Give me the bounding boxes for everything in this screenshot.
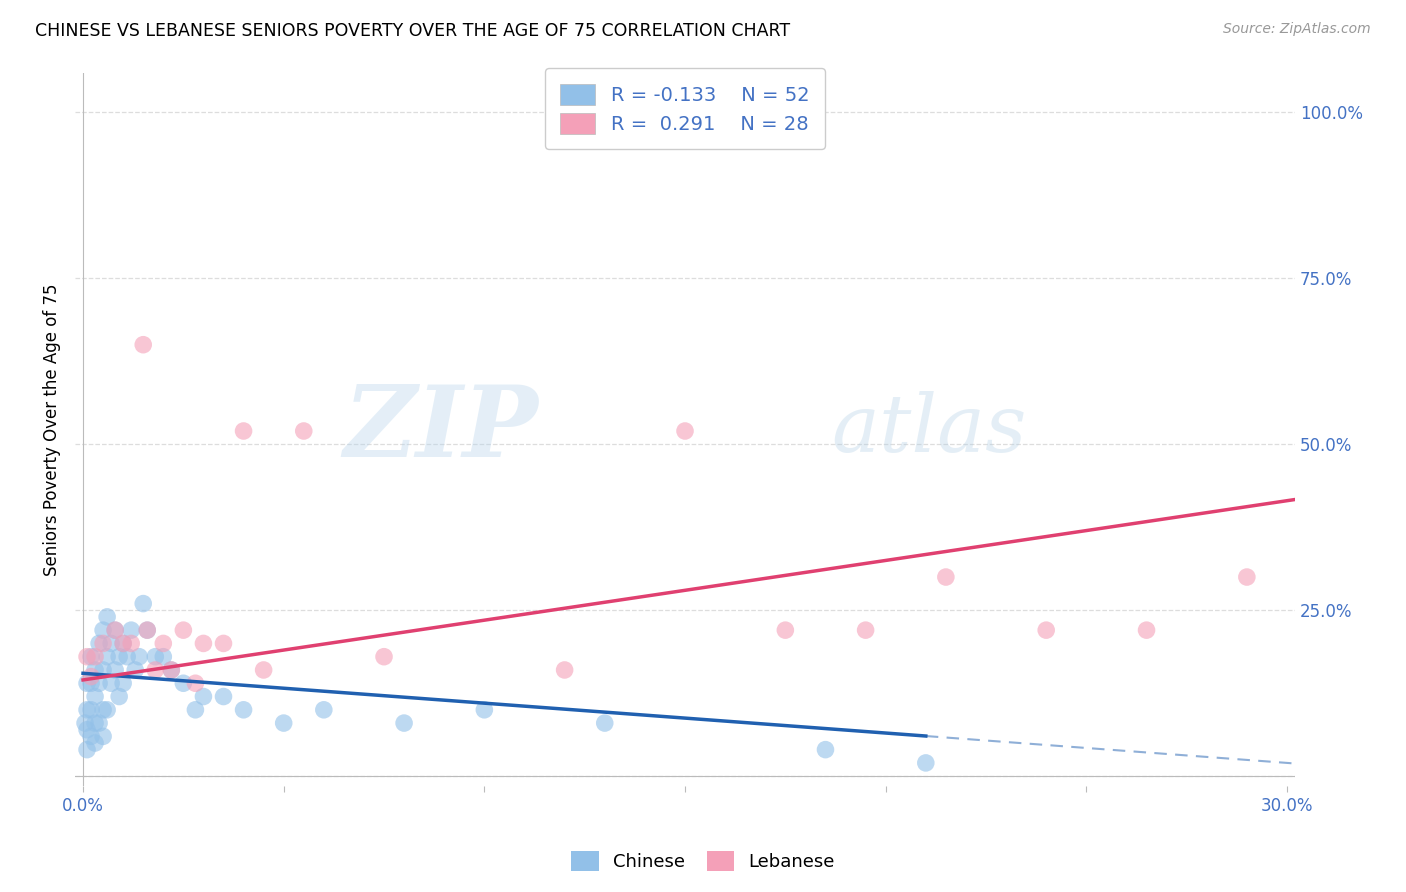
Text: ZIP: ZIP xyxy=(343,381,538,477)
Point xyxy=(143,663,166,677)
Legend: Chinese, Lebanese: Chinese, Lebanese xyxy=(564,844,842,879)
Point xyxy=(1035,623,1057,637)
Point xyxy=(108,649,131,664)
Point xyxy=(392,716,415,731)
Point xyxy=(212,636,235,650)
Point xyxy=(136,623,159,637)
Text: Source: ZipAtlas.com: Source: ZipAtlas.com xyxy=(1223,22,1371,37)
Point xyxy=(112,636,135,650)
Point xyxy=(1135,623,1157,637)
Point xyxy=(80,676,103,690)
Point xyxy=(184,703,207,717)
Point xyxy=(373,649,395,664)
Legend: R = -0.133    N = 52, R =  0.291    N = 28: R = -0.133 N = 52, R = 0.291 N = 28 xyxy=(546,68,825,149)
Point xyxy=(273,716,295,731)
Point xyxy=(91,730,114,744)
Point xyxy=(152,636,174,650)
Point xyxy=(73,716,96,731)
Point xyxy=(143,649,166,664)
Point xyxy=(96,610,118,624)
Point xyxy=(84,716,107,731)
Point xyxy=(232,703,254,717)
Point xyxy=(104,623,127,637)
Point xyxy=(1236,570,1258,584)
Point xyxy=(160,663,183,677)
Point xyxy=(554,663,576,677)
Point xyxy=(84,736,107,750)
Point xyxy=(914,756,936,770)
Point xyxy=(112,676,135,690)
Point xyxy=(87,716,110,731)
Point xyxy=(184,676,207,690)
Point xyxy=(76,649,98,664)
Point xyxy=(112,636,135,650)
Point xyxy=(100,676,122,690)
Point xyxy=(108,690,131,704)
Point xyxy=(132,337,155,351)
Point xyxy=(84,649,107,664)
Point xyxy=(120,636,142,650)
Point xyxy=(80,670,103,684)
Point xyxy=(80,649,103,664)
Point xyxy=(814,742,837,756)
Point xyxy=(593,716,616,731)
Point xyxy=(84,663,107,677)
Point xyxy=(935,570,957,584)
Point xyxy=(160,663,183,677)
Point xyxy=(91,663,114,677)
Point xyxy=(80,730,103,744)
Text: atlas: atlas xyxy=(831,391,1026,468)
Point xyxy=(87,676,110,690)
Point xyxy=(855,623,877,637)
Point xyxy=(132,597,155,611)
Point xyxy=(120,623,142,637)
Point xyxy=(172,676,194,690)
Point xyxy=(87,636,110,650)
Point xyxy=(91,703,114,717)
Point xyxy=(115,649,138,664)
Point xyxy=(84,690,107,704)
Point xyxy=(76,723,98,737)
Point xyxy=(292,424,315,438)
Point xyxy=(76,703,98,717)
Point xyxy=(136,623,159,637)
Point xyxy=(253,663,276,677)
Point xyxy=(80,703,103,717)
Point xyxy=(673,424,696,438)
Point xyxy=(172,623,194,637)
Point xyxy=(472,703,495,717)
Point xyxy=(128,649,150,664)
Y-axis label: Seniors Poverty Over the Age of 75: Seniors Poverty Over the Age of 75 xyxy=(44,283,60,575)
Point xyxy=(76,742,98,756)
Point xyxy=(775,623,797,637)
Point xyxy=(100,636,122,650)
Point xyxy=(193,690,215,704)
Point xyxy=(96,703,118,717)
Point xyxy=(91,636,114,650)
Point xyxy=(91,623,114,637)
Text: CHINESE VS LEBANESE SENIORS POVERTY OVER THE AGE OF 75 CORRELATION CHART: CHINESE VS LEBANESE SENIORS POVERTY OVER… xyxy=(35,22,790,40)
Point xyxy=(76,676,98,690)
Point xyxy=(104,663,127,677)
Point xyxy=(96,649,118,664)
Point xyxy=(104,623,127,637)
Point xyxy=(152,649,174,664)
Point xyxy=(312,703,335,717)
Point xyxy=(193,636,215,650)
Point xyxy=(232,424,254,438)
Point xyxy=(124,663,146,677)
Point xyxy=(212,690,235,704)
